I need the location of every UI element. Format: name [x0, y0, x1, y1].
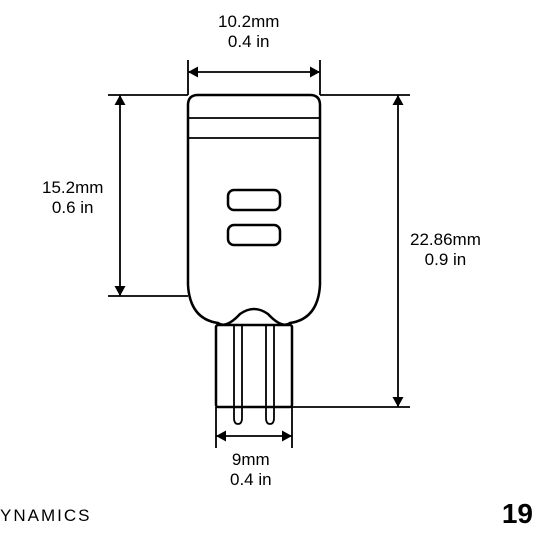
dim-right-label: 22.86mm 0.9 in — [410, 230, 481, 271]
brand-text: YNAMICS — [0, 506, 91, 526]
dim-right-mm: 22.86mm — [410, 230, 481, 250]
dim-left-in: 0.6 in — [42, 198, 103, 218]
dim-bottom-in: 0.4 in — [230, 470, 272, 490]
dim-bottom-label: 9mm 0.4 in — [230, 450, 272, 491]
dim-top-label: 10.2mm 0.4 in — [218, 12, 279, 53]
dim-left-label: 15.2mm 0.6 in — [42, 178, 103, 219]
part-number: 19 — [502, 498, 533, 530]
dim-top-in: 0.4 in — [218, 32, 279, 52]
diagram-stage: 10.2mm 0.4 in 15.2mm 0.6 in 22.86mm 0.9 … — [0, 0, 533, 533]
dim-right-in: 0.9 in — [410, 250, 481, 270]
dim-left-mm: 15.2mm — [42, 178, 103, 198]
dim-bottom-mm: 9mm — [230, 450, 272, 470]
dim-top-mm: 10.2mm — [218, 12, 279, 32]
